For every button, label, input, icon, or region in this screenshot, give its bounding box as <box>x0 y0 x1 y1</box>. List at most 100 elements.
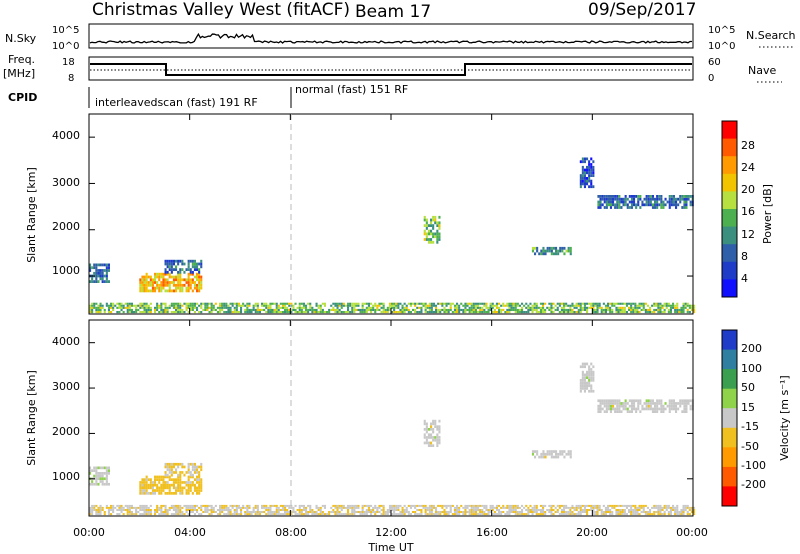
power-cell <box>294 308 297 311</box>
power-cell <box>137 304 140 307</box>
velocity-cell <box>227 511 230 513</box>
velocity-cell <box>472 509 475 511</box>
power-cell <box>581 308 584 311</box>
velocity-cell <box>191 492 194 495</box>
power-cell <box>657 302 660 305</box>
power-cell <box>592 185 595 189</box>
power-cell <box>219 311 222 314</box>
power-cell <box>216 311 219 314</box>
power-cell <box>660 200 663 204</box>
velocity-cell <box>95 466 98 470</box>
power-cell <box>675 197 678 201</box>
velocity-cell <box>612 404 615 408</box>
power-cell <box>370 311 373 314</box>
velocity-cell <box>656 404 659 408</box>
velocity-cell <box>535 506 538 509</box>
power-cell <box>653 311 656 314</box>
power-cell <box>397 302 400 305</box>
velocity-cell <box>189 486 192 490</box>
velocity-cell <box>332 511 335 513</box>
power-cell <box>183 278 186 282</box>
power-cell <box>252 306 255 309</box>
power-cell <box>374 304 377 307</box>
velocity-cell <box>349 513 352 516</box>
power-cell <box>384 308 387 311</box>
power-cell <box>597 203 600 207</box>
power-cell <box>95 308 98 311</box>
power-cell <box>204 308 207 311</box>
power-cell <box>441 308 444 311</box>
velocity-cell <box>555 450 558 453</box>
velocity-cell <box>158 478 161 481</box>
velocity-cell <box>139 492 142 495</box>
velocity-cell <box>166 492 169 495</box>
power-cell <box>626 206 629 209</box>
power-cell <box>685 203 688 207</box>
velocity-cell <box>101 477 104 481</box>
power-cell <box>596 308 599 311</box>
velocity-cell <box>445 513 448 516</box>
velocity-cell <box>242 504 245 507</box>
power-cell <box>557 252 560 256</box>
velocity-cell <box>384 511 387 513</box>
power-cell <box>436 221 439 225</box>
power-cell <box>651 203 654 207</box>
velocity-cell <box>653 504 656 507</box>
velocity-cbar-tick-15: 15 <box>741 401 755 414</box>
velocity-cell <box>143 486 146 490</box>
power-cell <box>154 286 157 290</box>
power-cell <box>122 311 125 314</box>
velocity-cell <box>588 368 591 371</box>
velocity-cell <box>491 506 494 509</box>
velocity-cell <box>555 455 558 459</box>
power-cell <box>607 304 610 307</box>
velocity-cell <box>156 483 159 487</box>
power-cell <box>179 272 182 276</box>
power-cell <box>668 206 671 209</box>
velocity-cell <box>149 478 152 481</box>
velocity-cell <box>491 513 494 516</box>
power-cell <box>200 259 203 263</box>
velocity-cell <box>424 506 427 509</box>
velocity-cell <box>588 504 591 507</box>
power-cell <box>638 304 641 307</box>
velocity-cell <box>618 407 621 411</box>
power-cell <box>107 280 110 283</box>
power-cell <box>97 311 100 314</box>
power-cell <box>491 311 494 314</box>
power-cell <box>351 311 354 314</box>
velocity-cell <box>682 506 685 509</box>
velocity-cell <box>660 410 663 413</box>
nsky-tick-bottom: 10^0 <box>52 41 79 52</box>
velocity-cell <box>607 402 610 405</box>
power-cell <box>288 311 291 314</box>
velocity-cell <box>666 404 669 408</box>
power-cell <box>550 304 553 307</box>
velocity-cell <box>579 381 582 385</box>
power-cell <box>185 281 188 284</box>
velocity-cell <box>661 509 664 511</box>
power-cell <box>579 179 582 183</box>
power-cell <box>491 306 494 309</box>
power-cell <box>491 304 494 307</box>
power-cell <box>97 263 100 267</box>
velocity-cell <box>309 511 312 513</box>
power-cell <box>510 302 513 305</box>
velocity-cell <box>170 462 173 466</box>
velocity-cell <box>367 504 370 507</box>
velocity-cell <box>164 492 167 495</box>
power-cell <box>158 306 161 309</box>
velocity-cell <box>300 511 303 513</box>
power-cell <box>145 272 148 276</box>
velocity-cell <box>256 509 259 511</box>
power-cell <box>602 302 605 305</box>
velocity-cell <box>99 511 102 513</box>
power-cell <box>99 269 102 272</box>
power-cell <box>298 308 301 311</box>
velocity-cell <box>586 513 589 516</box>
velocity-cell <box>378 504 381 507</box>
power-cell <box>271 308 274 311</box>
power-cell <box>560 311 563 314</box>
power-cell <box>160 283 163 287</box>
power-cell <box>336 308 339 311</box>
